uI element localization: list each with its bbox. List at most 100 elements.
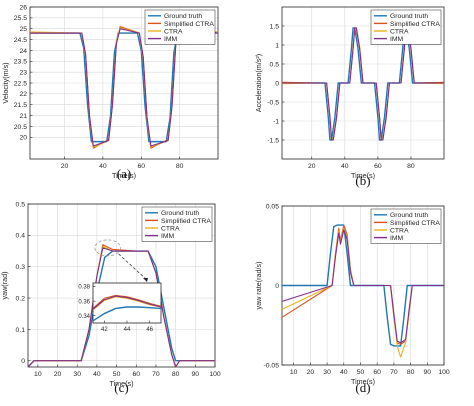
chart-d-xtick-label: 70 xyxy=(390,369,398,376)
chart-c-xtick-label: 100 xyxy=(209,371,221,378)
chart-c-ytick-label: 0.1 xyxy=(16,327,26,334)
chart-c-xtick-label: 60 xyxy=(132,371,140,378)
chart-b-ytick-label: 1 xyxy=(275,42,279,49)
chart-c-xtick-label: 80 xyxy=(172,371,180,378)
chart-a-ytick-label: 25.5 xyxy=(14,15,27,22)
chart-d-series-line xyxy=(281,229,444,344)
chart-d-xtick-label: 60 xyxy=(373,369,381,376)
chart-d-legend-label: Ground truth xyxy=(390,212,428,219)
chart-c-xtick-label: 40 xyxy=(93,371,101,378)
chart-b-xtick-label: 80 xyxy=(407,163,415,170)
chart-c-inset-series-line xyxy=(92,306,162,322)
chart-a-ytick-label: 25 xyxy=(19,26,27,33)
chart-b-legend-label: IMM xyxy=(390,36,404,43)
chart-c-legend-label: Ground truth xyxy=(161,210,199,217)
chart-a-ylabel: Velocity(m/s) xyxy=(1,62,10,103)
chart-a-legend-label: CTRA xyxy=(164,28,183,35)
chart-c-xtick-label: 20 xyxy=(54,371,62,378)
chart-a-ytick-label: 20 xyxy=(19,135,27,142)
chart-b-panel-label: (b) xyxy=(355,173,370,188)
chart-d-legend-label: Simplified CTRA xyxy=(390,220,440,227)
chart-b: 20 40 60 80 -1.5 -1 -0.5 0 0.5 1 1.5 Time(s) Acceler… xyxy=(254,6,445,188)
chart-a-xtick-label: 20 xyxy=(61,163,69,170)
chart-d-xtick-label: 10 xyxy=(290,369,298,376)
chart-a-xlabel: Time(s) xyxy=(112,171,136,180)
chart-c-inset-xtick-label: 44 xyxy=(124,327,131,333)
chart-a-xtick-label: 60 xyxy=(137,163,145,170)
chart-b-legend-label: Ground truth xyxy=(390,13,428,20)
chart-d-xtick-label: 90 xyxy=(424,369,432,376)
chart-b-xtick-label: 40 xyxy=(341,163,349,170)
chart-c-inset-series-line xyxy=(92,295,162,310)
chart-c-xtick-label: 50 xyxy=(113,371,121,378)
chart-a-ytick-label: 20.5 xyxy=(14,124,27,131)
chart-c-inset-series-line xyxy=(92,294,162,309)
chart-a-ytick-label: 21.5 xyxy=(14,102,27,109)
chart-a-xtick-label: 80 xyxy=(176,163,184,170)
chart-d-panel-label: (d) xyxy=(355,380,370,395)
chart-c-xlabel: Time(s) xyxy=(109,379,133,388)
chart-b-legend-label: Simplified CTRA xyxy=(390,21,440,28)
chart-d-xtick-label: 30 xyxy=(323,369,331,376)
chart-c-xtick-label: 70 xyxy=(152,371,160,378)
chart-c-inset-ytick-label: 0.36 xyxy=(78,299,90,305)
chart-c-legend-label: CTRA xyxy=(161,225,180,232)
chart-b-xtick-label: 20 xyxy=(308,163,316,170)
chart-b-ytick-label: 0.5 xyxy=(270,61,280,68)
chart-c-inset-highlight-ellipse xyxy=(94,239,121,257)
chart-b-ytick-label: -0.5 xyxy=(267,99,279,106)
chart-a-series-line xyxy=(30,28,219,147)
chart-a-legend-label: IMM xyxy=(164,36,178,43)
chart-c-ytick-label: 0.4 xyxy=(16,233,26,240)
chart-b-ytick-label: 1.5 xyxy=(270,23,280,30)
chart-b-xtick-label: 60 xyxy=(374,163,382,170)
chart-a-ytick-label: 23.5 xyxy=(14,59,27,66)
chart-b-xlabel: Time(s) xyxy=(351,171,375,180)
chart-d-xlabel: Time(s) xyxy=(351,377,375,386)
chart-d-xtick-label: 80 xyxy=(407,369,415,376)
chart-a-frame xyxy=(29,6,219,160)
chart-c-ytick-label: 0 xyxy=(21,358,25,365)
chart-c-inset-series-line xyxy=(92,296,162,311)
chart-b-ylabel: Acceleration(m/s²) xyxy=(254,54,263,112)
chart-a-ytick-label: 24.5 xyxy=(14,37,27,44)
chart-c-xtick-label: 10 xyxy=(34,371,42,378)
chart-d-ytick-label: 0 xyxy=(275,283,279,290)
chart-a-ytick-label: 26 xyxy=(19,4,27,11)
chart-d-legend-label: IMM xyxy=(390,235,404,242)
chart-a: 20 40 60 80 20 20.5 21 21.5 22 22.5 23 23.5 24 24.5 25… xyxy=(1,4,219,181)
chart-c-inset: 42 44 46 0.34 0.36 0.38 xyxy=(78,239,162,333)
chart-d: 10 20 30 40 50 60 70 80 90 100 -0.05 0 0.05 Time(s) ya… xyxy=(254,203,450,395)
chart-c-ytick-label: 0.5 xyxy=(16,201,26,208)
chart-c-series-line xyxy=(27,247,215,368)
chart-c-ytick-label: 0.3 xyxy=(16,264,26,271)
chart-c: 10 20 30 40 50 60 70 80 90 100 0 0.1 0.2 0.3 0.4 0.5 Tim… xyxy=(0,201,221,395)
chart-b-legend-label: CTRA xyxy=(390,28,409,35)
chart-c-frame xyxy=(27,203,216,368)
chart-c-inset-xtick-label: 46 xyxy=(146,327,153,333)
chart-a-xtick-label: 40 xyxy=(99,163,107,170)
chart-a-ytick-label: 22.5 xyxy=(14,80,27,87)
chart-a-series-line xyxy=(30,32,218,143)
chart-d-ylabel: yaw rate(rad/s) xyxy=(254,262,263,310)
chart-c-inset-arrowhead xyxy=(143,278,148,282)
chart-c-xtick-label: 30 xyxy=(73,371,81,378)
chart-d-legend-label: CTRA xyxy=(390,227,409,234)
chart-c-inset-xtick-label: 42 xyxy=(101,327,108,333)
chart-c-legend-label: Simplified CTRA xyxy=(161,218,211,225)
chart-d-ytick-label: 0.05 xyxy=(266,203,279,210)
chart-a-ytick-label: 21 xyxy=(19,113,27,120)
chart-c-xtick-label: 90 xyxy=(192,371,200,378)
chart-c-ytick-label: 0.2 xyxy=(16,295,26,302)
chart-b-series-line xyxy=(282,27,444,141)
chart-a-ytick-label: 24 xyxy=(19,48,27,55)
chart-a-panel-label: (a) xyxy=(117,166,131,181)
chart-c-ylabel: yaw(rad) xyxy=(0,272,9,300)
chart-b-ytick-label: -1.5 xyxy=(267,137,279,144)
chart-c-legend-label: IMM xyxy=(161,233,175,240)
chart-d-xtick-label: 50 xyxy=(357,369,365,376)
chart-d-xtick-label: 40 xyxy=(340,369,348,376)
chart-c-inset-plot-area xyxy=(93,283,161,323)
